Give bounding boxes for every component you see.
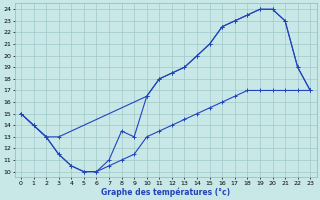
X-axis label: Graphe des températures (°c): Graphe des températures (°c) [101, 187, 230, 197]
